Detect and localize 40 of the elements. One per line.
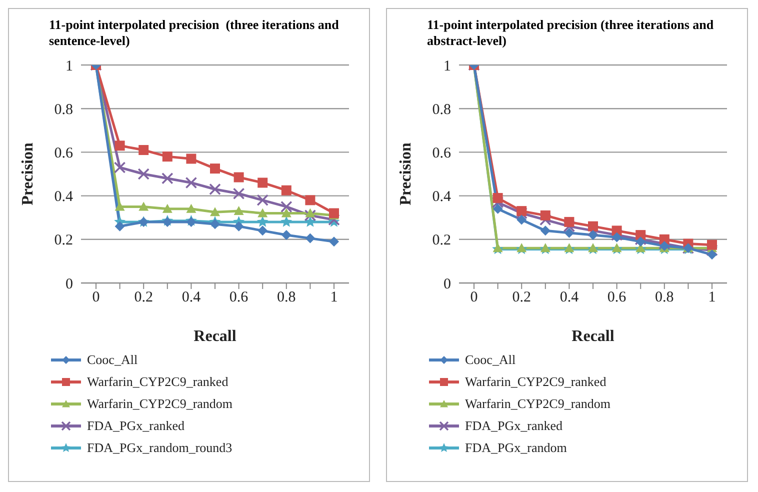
- y-tick-label: 0.8: [432, 102, 451, 118]
- legend-label: FDA_PGx_random_round3: [87, 439, 232, 457]
- y-tick-label: 0.6: [54, 146, 74, 162]
- y-axis-title: Precision: [20, 142, 37, 206]
- y-tick-label: 0.4: [432, 189, 452, 206]
- x-axis-title: Recall: [572, 328, 615, 345]
- y-tick-label: 0: [66, 276, 73, 292]
- y-tick-label: 0.8: [54, 102, 73, 118]
- y-tick-label: 0.6: [432, 146, 452, 162]
- x-tick-label: 0.6: [607, 290, 627, 306]
- x-tick-label: 0.8: [655, 290, 674, 306]
- y-tick-label: 0.2: [54, 232, 73, 249]
- y-axis-title: Precision: [398, 142, 415, 206]
- x-tick-label: 0.6: [229, 290, 249, 306]
- x-tick-label: 0.2: [134, 290, 153, 306]
- x-tick-label: 1: [708, 290, 716, 306]
- y-tick-label: 1: [444, 58, 451, 74]
- legend-label: Cooc_All: [87, 351, 138, 369]
- chart-title: 11-point interpolated precision (three iterations and sentence-level): [48, 16, 340, 50]
- x-tick-label: 0: [92, 290, 100, 306]
- x-tick-label: 0.2: [512, 290, 531, 306]
- x-tick-label: 0.8: [277, 290, 296, 306]
- legend-label: Warfarin_CYP2C9_ranked: [87, 373, 228, 391]
- chart-title: 11-point interpolated precision (three iterations and abstract-level): [426, 16, 715, 50]
- x-tick-label: 0.4: [560, 290, 580, 306]
- legend-label: Warfarin_CYP2C9_random: [465, 395, 611, 413]
- x-axis-title: Recall: [194, 328, 237, 345]
- legend-label: Cooc_All: [465, 351, 516, 369]
- x-tick-label: 0: [470, 290, 478, 306]
- legend-label: FDA_PGx_ranked: [465, 417, 562, 435]
- y-tick-label: 0: [444, 276, 451, 292]
- x-tick-label: 1: [330, 290, 338, 306]
- y-tick-label: 0.2: [432, 232, 451, 249]
- legend-label: Warfarin_CYP2C9_random: [87, 395, 233, 413]
- x-tick-label: 0.4: [182, 290, 202, 306]
- legend-label: Warfarin_CYP2C9_ranked: [465, 373, 606, 391]
- y-tick-label: 1: [66, 58, 73, 74]
- y-tick-label: 0.4: [54, 189, 74, 206]
- legend-label: FDA_PGx_ranked: [87, 417, 184, 435]
- legend-label: FDA_PGx_random: [465, 439, 567, 457]
